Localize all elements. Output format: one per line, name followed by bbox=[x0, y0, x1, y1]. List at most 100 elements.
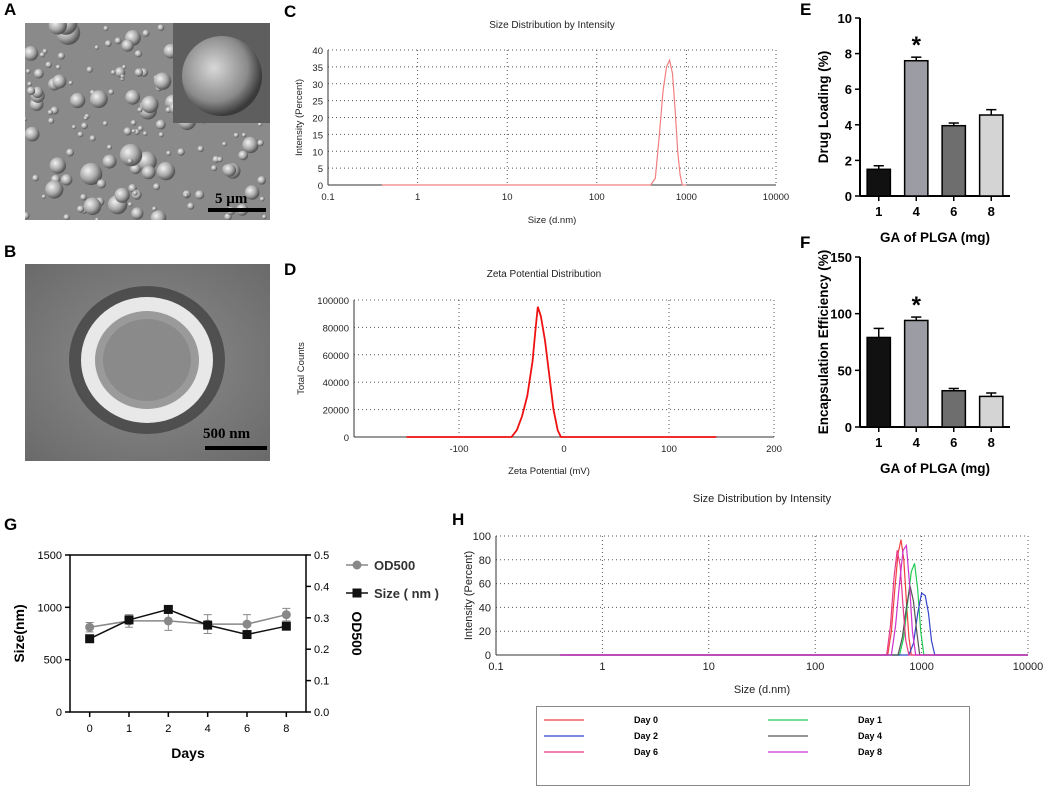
chart-zeta-potential-d: Zeta Potential Distribution -100 0 100 200 0 2… bbox=[296, 269, 782, 477]
y-axis-label: Drug Loading (%) bbox=[816, 51, 831, 163]
sem-particle bbox=[195, 190, 205, 200]
y-tick-label: 0 bbox=[56, 707, 62, 719]
sem-particle bbox=[80, 194, 87, 201]
panel-letter-h: H bbox=[452, 510, 465, 529]
sem-particle bbox=[217, 156, 223, 163]
series-line-day-0 bbox=[560, 539, 1028, 656]
sem-particle bbox=[114, 187, 130, 203]
sem-particle bbox=[25, 126, 40, 142]
y-tick-label: 4 bbox=[845, 118, 853, 133]
chart-size-od-over-days-g: 0 500 1000 1500 0.0 0.1 0.2 0.3 0.4 0.5 0 1 2 4 6 8 OD50… bbox=[14, 550, 439, 761]
x-tick-label: 1 bbox=[126, 723, 132, 735]
legend-label: Day 6 bbox=[634, 747, 658, 757]
x-tick-label: 0.1 bbox=[488, 661, 503, 673]
y-axis-label: Size(nm) bbox=[14, 604, 27, 662]
data-point-od500 bbox=[163, 616, 173, 626]
bar-4 bbox=[903, 319, 929, 428]
x-tick-label: 100 bbox=[806, 661, 824, 673]
x-tick-label: 8 bbox=[988, 204, 995, 219]
plot-frame bbox=[69, 554, 307, 713]
y-tick-label: 25 bbox=[312, 97, 323, 108]
sem-particle bbox=[61, 174, 73, 186]
sem-particle bbox=[95, 217, 100, 220]
y-tick-label: 500 bbox=[44, 655, 62, 667]
sem-micrograph: 5 µm bbox=[25, 23, 270, 220]
sem-particle bbox=[241, 132, 247, 138]
sem-particle bbox=[77, 205, 85, 213]
x-tick-label: 10 bbox=[703, 661, 715, 673]
x-tick-label: 0 bbox=[561, 444, 566, 455]
data-point-od500 bbox=[281, 610, 291, 620]
y-tick-label: 40 bbox=[479, 602, 491, 614]
x-tick-label: 2 bbox=[165, 723, 171, 735]
x-tick-label: 1000 bbox=[909, 661, 933, 673]
sem-particle bbox=[262, 214, 267, 219]
sem-particle bbox=[132, 190, 138, 196]
x-tick-label: 1 bbox=[875, 435, 882, 450]
panel-letter-a: A bbox=[4, 0, 17, 19]
sem-particle bbox=[131, 207, 144, 220]
y-tick-label: 60000 bbox=[323, 351, 349, 362]
panel-letter-b: B bbox=[4, 242, 17, 261]
sem-particle bbox=[128, 184, 137, 193]
x-tick-label: 0.1 bbox=[321, 192, 334, 203]
bar-8 bbox=[978, 395, 1004, 428]
series-line-day-2 bbox=[560, 592, 1028, 656]
sem-particle bbox=[25, 117, 27, 121]
sem-particle bbox=[107, 144, 112, 150]
sem-particle bbox=[49, 157, 66, 174]
bar-4 bbox=[903, 59, 929, 197]
x-tick-label: 10 bbox=[502, 192, 513, 203]
sem-particle bbox=[141, 165, 156, 180]
sem-particle bbox=[197, 145, 204, 152]
y-tick-label: 40 bbox=[312, 46, 323, 57]
chart-drug-loading-e: 0 2 4 6 8 10 1 4 6 8 * GA of PLGA (mg) Drug Loading … bbox=[816, 11, 1010, 245]
sem-particle bbox=[89, 135, 96, 142]
sem-particle bbox=[156, 161, 176, 181]
x-axis-label: Zeta Potential (mV) bbox=[508, 466, 590, 477]
legend-label: OD500 bbox=[374, 558, 415, 573]
sem-particle bbox=[244, 185, 260, 200]
data-point-size bbox=[242, 630, 252, 640]
y-tick-label: 1000 bbox=[38, 602, 62, 614]
y-tick-label: 0 bbox=[318, 181, 323, 192]
y-tick-label: 100 bbox=[830, 307, 852, 322]
panel-letter-g: G bbox=[4, 515, 18, 534]
y-tick-label: 35 bbox=[312, 63, 323, 74]
sem-particle bbox=[48, 23, 67, 35]
sem-particle bbox=[142, 29, 150, 37]
sem-particle bbox=[158, 132, 164, 138]
sem-particle bbox=[134, 68, 144, 77]
y-right-tick-label: 0.4 bbox=[314, 581, 329, 593]
y-tick-label: 8 bbox=[845, 47, 852, 62]
y-right-tick-label: 0.3 bbox=[314, 613, 329, 625]
bar-1 bbox=[866, 336, 892, 428]
sem-particle bbox=[137, 125, 144, 132]
sem-particle bbox=[25, 68, 31, 74]
y-tick-label: 30 bbox=[312, 80, 323, 91]
y-axis-label: Intensity (Percent) bbox=[294, 79, 305, 156]
sem-particle bbox=[45, 180, 64, 199]
y-tick-label: 0 bbox=[845, 420, 852, 435]
legend-h: Day 0 Day 1 Day 2 Day 4 Day 6 Day 8 bbox=[536, 706, 970, 786]
sem-particle bbox=[41, 194, 46, 199]
sem-particle bbox=[86, 66, 93, 73]
sem-particle bbox=[187, 202, 195, 210]
sem-particle bbox=[257, 122, 263, 127]
sem-particle bbox=[45, 61, 52, 68]
y-tick-label: 20000 bbox=[323, 406, 349, 417]
x-tick-label: 1 bbox=[415, 192, 420, 203]
sem-particle bbox=[57, 52, 65, 60]
x-axis-label: Size (d.nm) bbox=[734, 684, 790, 696]
x-tick-label: 6 bbox=[950, 204, 957, 219]
sem-particle bbox=[32, 174, 39, 182]
sem-particle bbox=[25, 46, 39, 61]
legend-marker bbox=[352, 588, 362, 598]
y-right-tick-label: 0.1 bbox=[314, 676, 329, 688]
y-tick-label: 50 bbox=[838, 363, 852, 378]
sem-particle bbox=[131, 129, 136, 134]
y-tick-label: 10 bbox=[838, 11, 852, 26]
x-tick-label: -100 bbox=[449, 444, 468, 455]
y-tick-label: 0 bbox=[845, 189, 852, 204]
